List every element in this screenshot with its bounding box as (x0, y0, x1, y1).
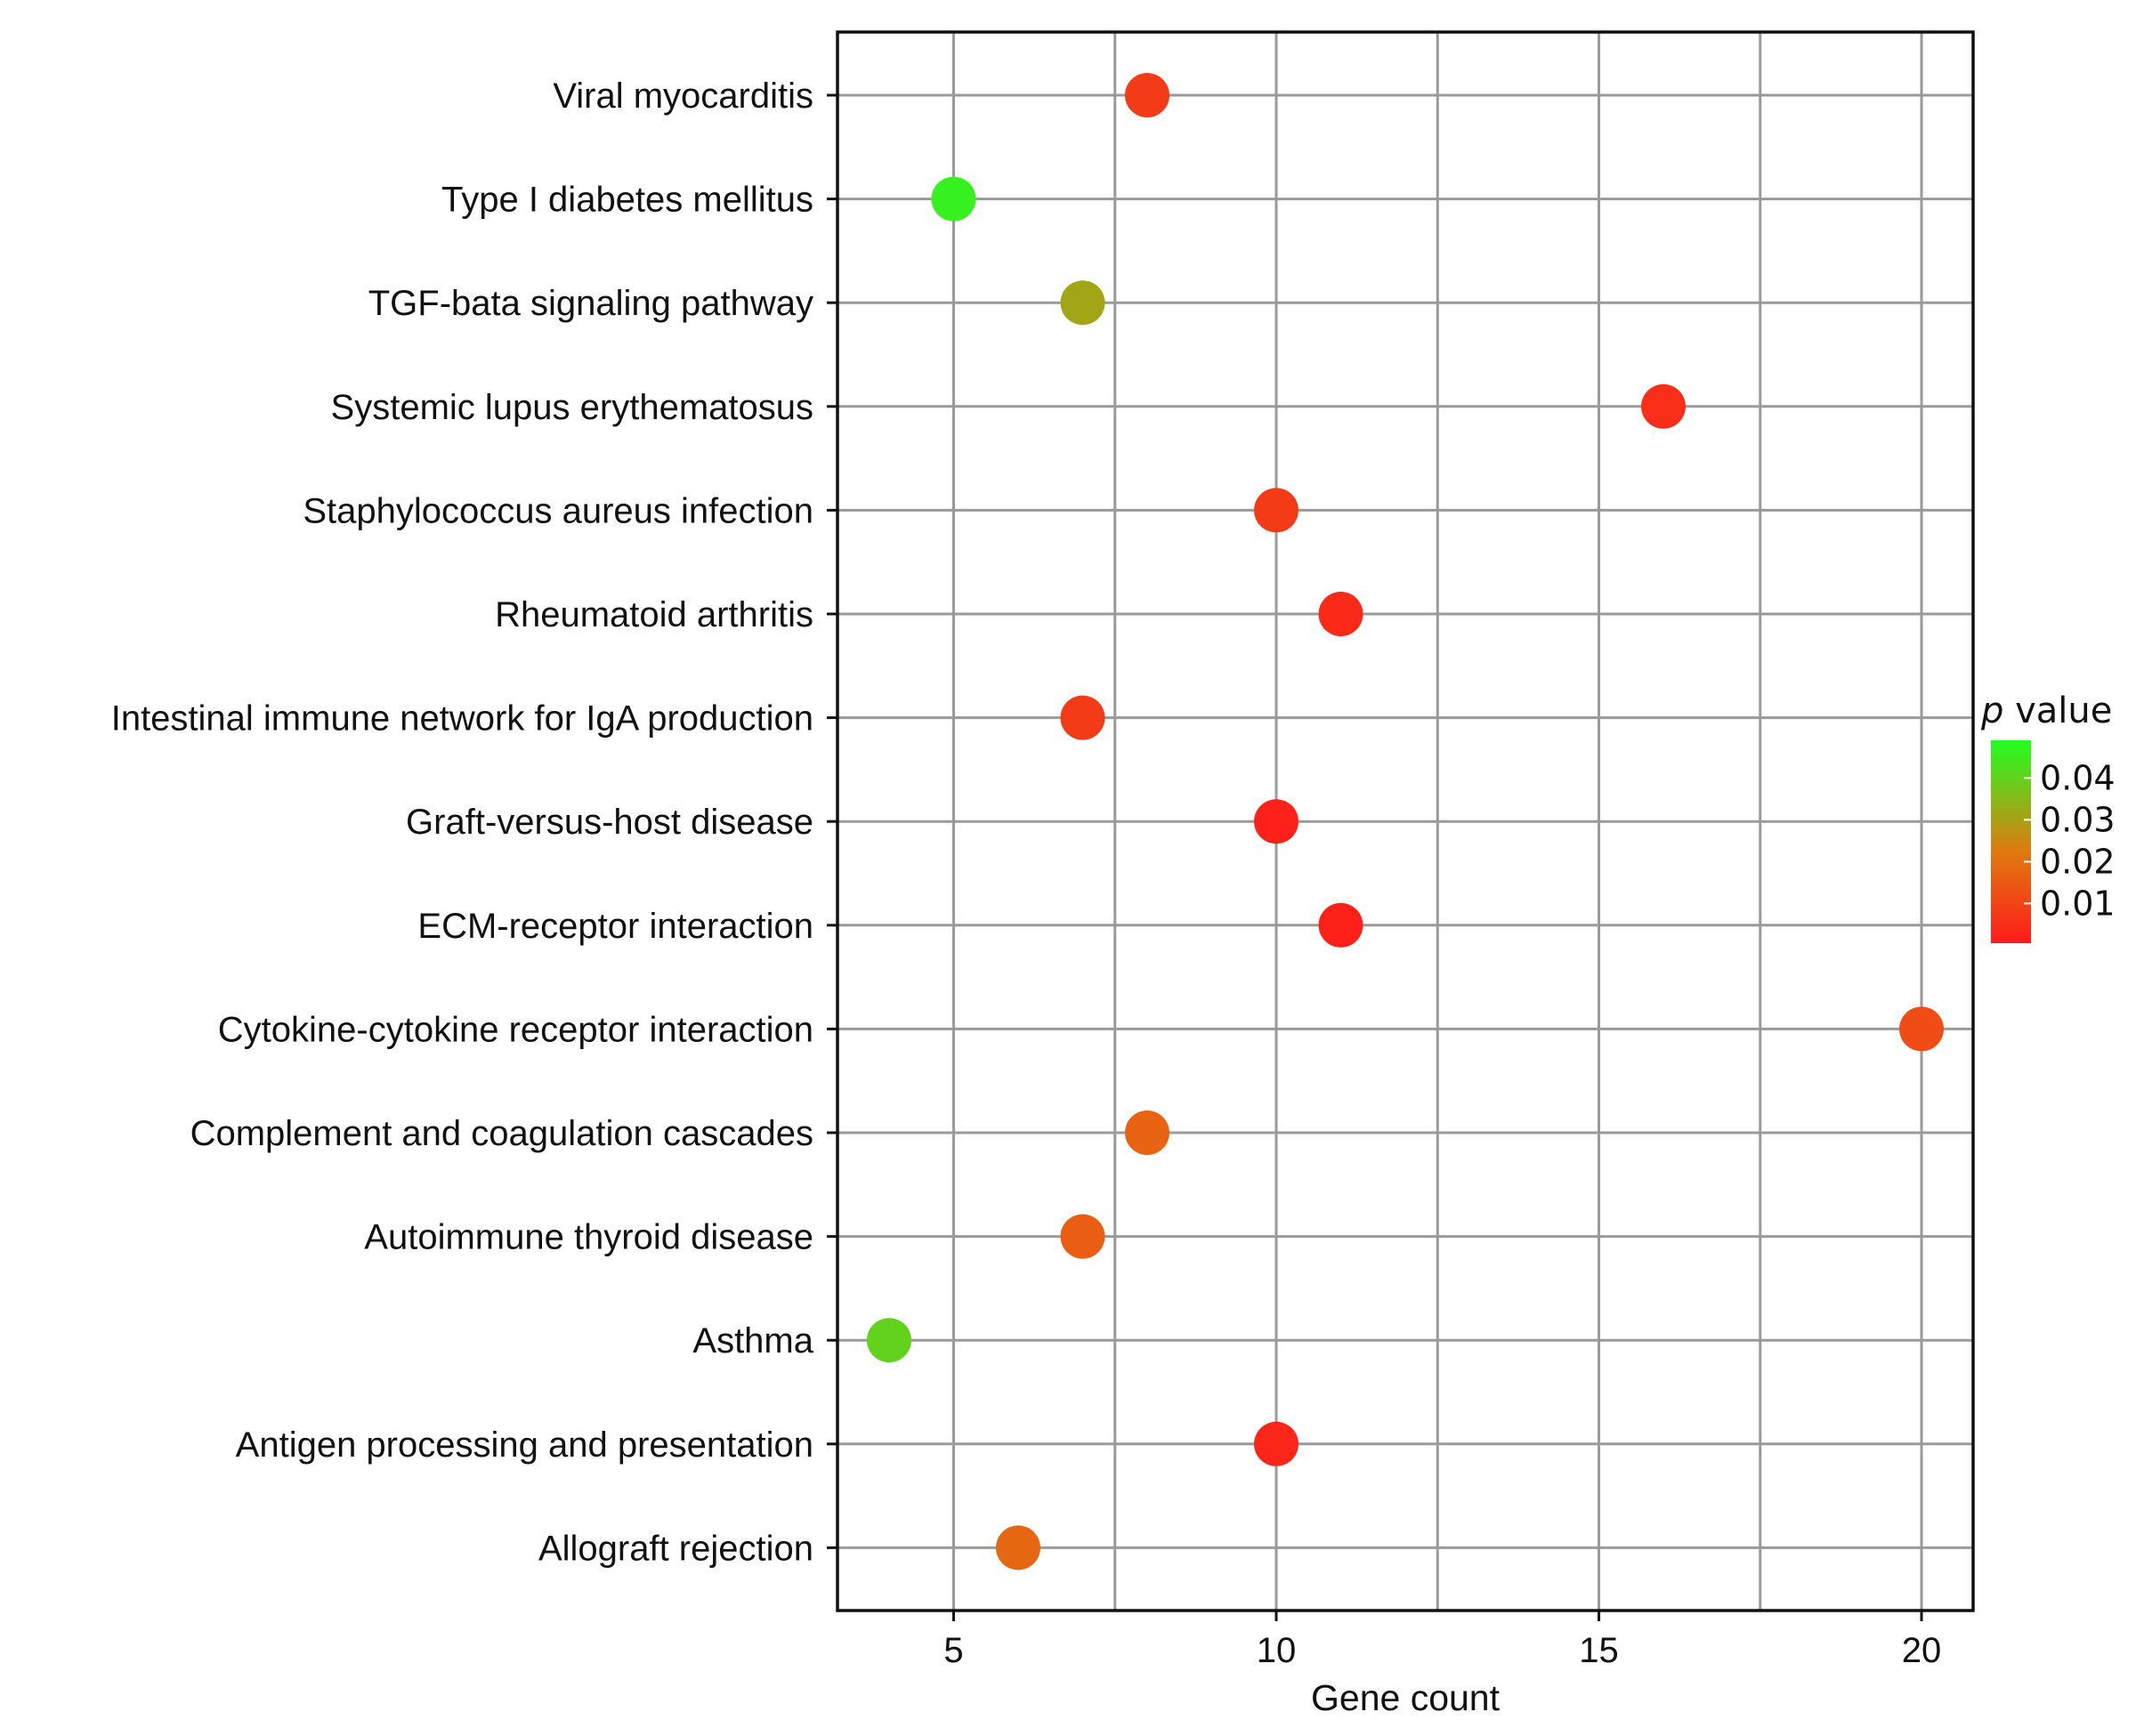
y-category-label: Asthma (692, 1321, 813, 1361)
legend-title-italic: p (1980, 690, 2003, 731)
grid-lines (837, 32, 1973, 1611)
y-category-label: Type I diabetes mellitus (441, 181, 813, 220)
y-axis-ticks (827, 93, 837, 1549)
legend-tick-label: 0.04 (2040, 758, 2116, 797)
y-category-label: Graft-versus-host disease (406, 803, 813, 842)
legend-tick-label: 0.03 (2040, 800, 2116, 839)
y-category-label: Complement and coagulation cascades (190, 1114, 813, 1153)
x-tick-label: 10 (1257, 1631, 1297, 1670)
data-point (1060, 280, 1105, 326)
y-category-label: Intestinal immune network for IgA produc… (111, 699, 813, 739)
y-category-label: Allograft rejection (538, 1529, 813, 1568)
p-value-legend: p value 0.040.030.020.01 (1980, 690, 2116, 943)
data-point (1125, 73, 1169, 117)
legend-tick-label: 0.02 (2040, 842, 2116, 881)
data-point (1254, 1421, 1299, 1466)
x-axis-title: Gene count (1311, 1677, 1501, 1718)
data-point (867, 1318, 911, 1363)
y-category-label: Staphylococcus aureus infection (303, 491, 813, 530)
x-axis-ticks: 5 10 15 20 (943, 1611, 1941, 1670)
legend-tick-label: 0.01 (2040, 884, 2116, 923)
y-category-label: Antigen processing and presentation (236, 1425, 813, 1465)
data-point (1641, 384, 1686, 429)
plot-frame (836, 30, 1975, 1612)
data-point (1254, 799, 1299, 844)
y-category-label: Systemic lupus erythematosus (331, 388, 813, 427)
y-category-label: Viral myocarditis (553, 77, 813, 116)
legend-ticks: 0.040.030.020.01 (2024, 758, 2116, 923)
x-tick-label: 20 (1902, 1631, 1942, 1670)
data-point (1899, 1006, 1944, 1052)
data-point (1125, 1110, 1169, 1155)
data-point (1060, 1214, 1105, 1259)
data-point (1254, 488, 1299, 533)
y-category-label: Cytokine-cytokine receptor interaction (218, 1010, 813, 1049)
y-axis-category-labels: Viral myocarditis Type I diabetes mellitu… (111, 77, 814, 1568)
data-points (867, 73, 1944, 1570)
data-point (931, 176, 976, 222)
legend-title-rest: value (2003, 690, 2112, 731)
data-point (1060, 695, 1105, 740)
legend-title: p value (1980, 690, 2112, 731)
x-tick-label: 5 (943, 1631, 963, 1670)
y-category-label: Autoimmune thyroid disease (364, 1218, 813, 1257)
data-point (1318, 592, 1363, 636)
y-category-label: ECM-receptor interaction (417, 907, 813, 946)
data-point (996, 1525, 1040, 1570)
y-category-label: Rheumatoid arthritis (495, 595, 813, 634)
x-tick-label: 15 (1579, 1631, 1619, 1670)
legend-color-bar (1991, 740, 2031, 943)
data-point (1318, 902, 1363, 948)
y-category-label: TGF-bata signaling pathway (368, 284, 813, 323)
